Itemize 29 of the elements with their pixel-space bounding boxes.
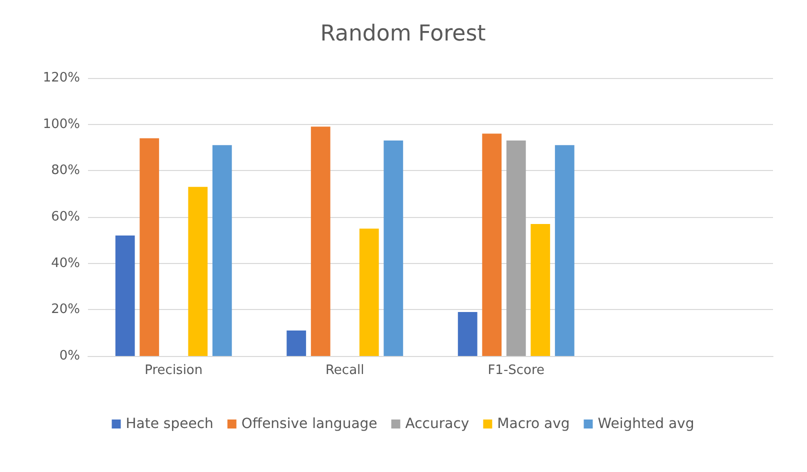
chart-title: Random Forest (320, 22, 486, 46)
y-tick-label: 0% (59, 348, 80, 364)
y-tick-label: 80% (51, 163, 80, 178)
bar (554, 145, 574, 356)
x-tick-label: Precision (144, 363, 203, 378)
x-tick-label: F1-Score (488, 363, 545, 378)
legend-label: Offensive language (241, 416, 378, 432)
bar (458, 312, 478, 356)
bar (506, 140, 526, 356)
y-tick-label: 40% (51, 256, 80, 271)
legend-label: Weighted avg (598, 416, 694, 432)
y-tick-label: 60% (51, 210, 80, 224)
y-tick-label: 20% (51, 302, 80, 318)
bar (310, 126, 330, 356)
bar (286, 330, 306, 356)
y-tick-label: 120% (42, 70, 80, 86)
bar (482, 134, 502, 356)
y-tick-label: 100% (42, 116, 80, 132)
bar (115, 236, 135, 356)
bar (188, 186, 208, 356)
legend-label: Hate speech (126, 416, 214, 432)
x-tick-label: Recall (325, 363, 364, 378)
bar (212, 145, 232, 356)
bar (530, 224, 550, 356)
bar (384, 140, 404, 356)
bar (359, 228, 379, 356)
legend-label: Macro avg (497, 416, 570, 432)
legend-label: Accuracy (405, 416, 470, 432)
bar (140, 138, 160, 356)
